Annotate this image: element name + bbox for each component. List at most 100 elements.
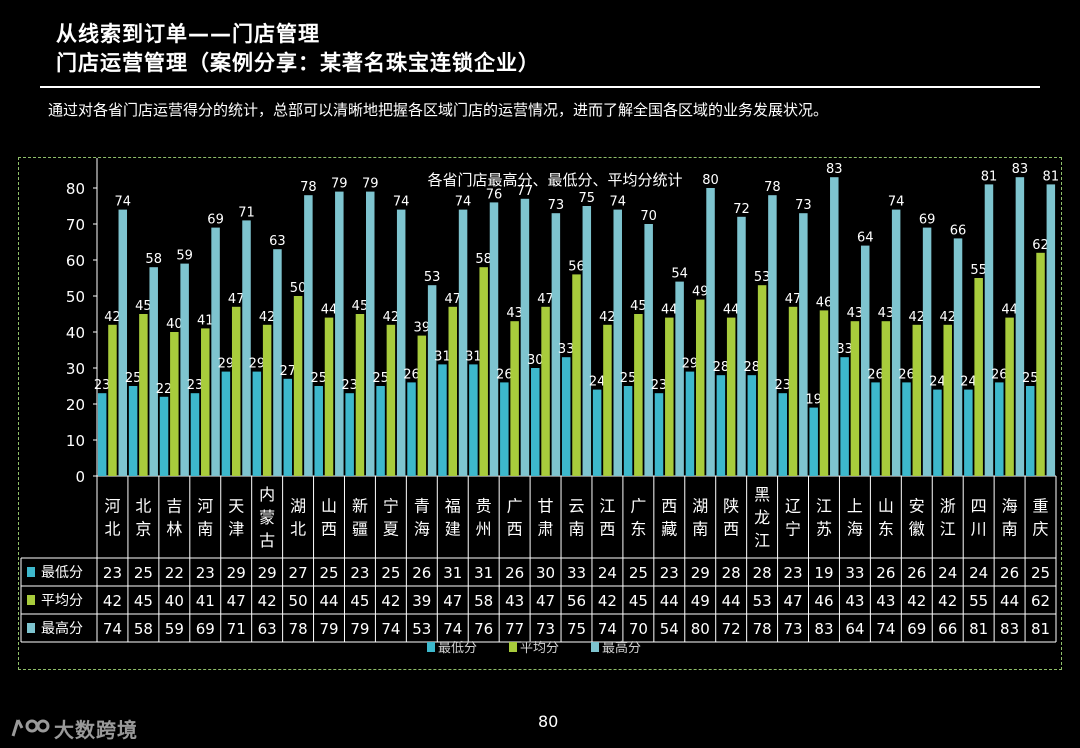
category-label: 福建	[445, 497, 461, 539]
category-label-char: 山	[321, 497, 337, 516]
data-label: 50	[290, 281, 307, 296]
category-label-char: 河	[197, 497, 213, 516]
y-tick-label: 30	[66, 360, 85, 378]
data-label: 26	[991, 367, 1008, 382]
category-label-char: 辽	[785, 497, 801, 516]
bar-最低分	[500, 382, 509, 476]
data-label: 73	[795, 198, 812, 213]
bar-最高分	[582, 206, 592, 476]
data-label: 43	[847, 306, 864, 321]
table-cell: 45	[134, 592, 153, 610]
bar-平均分	[139, 314, 148, 476]
table-cell: 40	[165, 592, 184, 610]
category-label: 陕西	[723, 497, 739, 539]
data-label: 74	[393, 195, 410, 210]
data-label: 53	[754, 270, 771, 285]
category-label: 湖南	[692, 497, 708, 539]
data-label: 83	[1012, 162, 1029, 177]
category-label: 上海	[847, 497, 863, 539]
data-label: 45	[135, 299, 152, 314]
bar-最低分	[561, 357, 571, 476]
table-cell: 50	[289, 592, 308, 610]
bar-平均分	[108, 324, 117, 476]
bar-最高分	[644, 224, 653, 476]
category-label-char: 夏	[383, 520, 399, 539]
bar-最低分	[995, 382, 1004, 476]
table-cell: 42	[258, 592, 277, 610]
bar-最低分	[190, 393, 200, 476]
data-label: 42	[259, 310, 276, 325]
table-cell: 45	[350, 592, 369, 610]
data-label: 44	[321, 303, 338, 318]
table-cell: 46	[814, 592, 833, 610]
bar-最高分	[118, 209, 128, 476]
data-label: 31	[434, 349, 451, 364]
data-label: 75	[579, 191, 596, 206]
category-label-char: 江	[816, 497, 832, 516]
data-label: 81	[1043, 169, 1060, 184]
data-label: 26	[867, 367, 884, 382]
table-cell: 30	[536, 564, 555, 582]
bar-平均分	[541, 306, 550, 476]
category-label: 河北	[104, 497, 120, 539]
category-label: 浙江	[940, 497, 956, 539]
table-cell: 56	[567, 592, 586, 610]
data-label: 42	[104, 310, 121, 325]
data-label: 62	[1032, 238, 1049, 253]
category-label: 广东	[630, 497, 646, 539]
bar-最低分	[685, 371, 695, 476]
table-cell: 78	[753, 620, 772, 638]
bar-最低分	[716, 375, 726, 476]
category-label: 山西	[321, 497, 337, 539]
category-label-char: 南	[197, 520, 213, 539]
table-row-label: 平均分	[41, 593, 83, 609]
data-label: 44	[723, 303, 740, 318]
bar-平均分	[417, 335, 427, 476]
category-label: 贵州	[476, 497, 492, 539]
category-label: 西藏	[661, 497, 677, 539]
data-label: 55	[970, 263, 987, 278]
category-label-char: 海	[414, 520, 430, 539]
table-cell: 42	[381, 592, 400, 610]
category-label-char: 陕	[723, 497, 739, 516]
data-label: 40	[166, 317, 183, 332]
table-cell: 42	[103, 592, 122, 610]
table-cell: 23	[660, 564, 679, 582]
data-label: 43	[506, 306, 523, 321]
table-cell: 54	[660, 620, 679, 638]
data-label: 69	[207, 213, 224, 228]
bar-最高分	[953, 238, 963, 476]
data-label: 47	[785, 292, 802, 307]
bar-最低分	[469, 364, 478, 476]
table-cell: 77	[505, 620, 524, 638]
bar-最低分	[809, 407, 818, 476]
brand-logo-icon	[11, 719, 50, 737]
data-label: 23	[341, 378, 358, 393]
data-label: 54	[671, 267, 688, 282]
table-cell: 81	[969, 620, 988, 638]
bar-最高分	[706, 188, 715, 476]
bar-平均分	[943, 324, 952, 476]
table-cell: 78	[289, 620, 308, 638]
category-label-char: 云	[568, 497, 584, 516]
table-cell: 64	[845, 620, 864, 638]
data-label: 29	[218, 357, 235, 372]
data-label: 25	[620, 371, 637, 386]
table-cell: 26	[412, 564, 431, 582]
category-label-char: 江	[940, 520, 956, 539]
y-tick-label: 60	[66, 252, 85, 270]
bar-最高分	[211, 227, 220, 476]
bar-最高分	[984, 184, 994, 476]
table-cell: 23	[350, 564, 369, 582]
data-label: 27	[280, 364, 297, 379]
category-label-char: 古	[259, 531, 275, 550]
data-label: 30	[527, 353, 544, 368]
category-label-char: 东	[630, 520, 646, 539]
bar-平均分	[757, 285, 767, 476]
category-label-char: 京	[135, 520, 151, 539]
category-label-char: 南	[568, 520, 584, 539]
table-legend-key	[27, 623, 35, 633]
category-label-char: 建	[445, 520, 461, 539]
category-label-char: 湖	[692, 497, 708, 516]
data-label: 79	[331, 177, 348, 192]
